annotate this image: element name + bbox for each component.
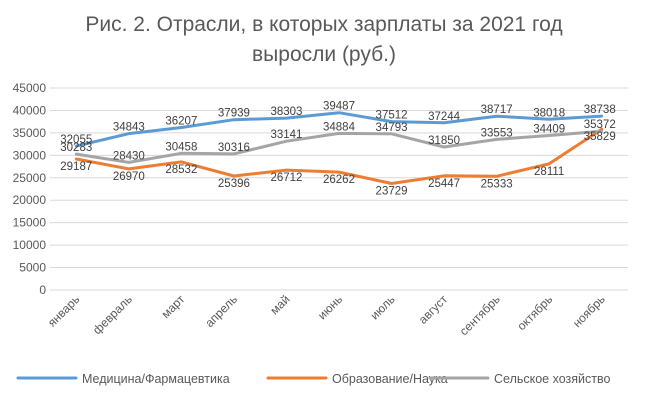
data-label: 30283 [60, 142, 92, 154]
y-tick-label: 40000 [13, 103, 47, 117]
data-label: 34409 [533, 124, 565, 136]
legend-label: Медицина/Фармацевтика [82, 372, 230, 386]
data-label: 38018 [533, 107, 565, 119]
data-label: 34843 [113, 122, 145, 134]
x-tick-label: май [267, 292, 292, 317]
data-label: 36207 [165, 115, 197, 127]
x-tick-label: ноябрь [570, 292, 608, 330]
y-tick-label: 30000 [13, 148, 47, 162]
legend-label: Сельское хозяйство [494, 372, 610, 386]
data-label: 32055 [60, 134, 92, 146]
data-label: 28532 [165, 164, 197, 176]
y-tick-label: 5000 [19, 261, 46, 275]
data-label: 26712 [270, 172, 302, 184]
data-label: 37939 [218, 108, 250, 120]
data-label: 30316 [218, 142, 250, 154]
data-label: 26262 [323, 174, 355, 186]
data-label: 33553 [481, 127, 513, 139]
data-label: 37244 [428, 111, 461, 123]
data-label: 25333 [481, 178, 513, 190]
x-tick-label: август [416, 292, 451, 327]
x-tick-label: октябрь [514, 292, 555, 333]
chart-title-line-2: выросли (руб.) [252, 43, 396, 66]
data-label: 26970 [113, 171, 145, 183]
data-label: 38303 [270, 106, 302, 118]
x-tick-label: апрель [202, 292, 240, 330]
data-label: 35829 [584, 131, 616, 143]
data-label: 25447 [428, 178, 460, 190]
data-label: 30458 [165, 141, 197, 153]
data-label: 28111 [534, 166, 564, 178]
chart-title: Рис. 2. Отрасли, в которых зарплаты за 2… [0, 10, 648, 70]
data-label: 38717 [481, 104, 513, 116]
data-label: 25396 [218, 178, 250, 190]
x-tick-label: февраль [90, 292, 135, 337]
data-label: 39487 [323, 101, 355, 113]
series-line-2 [74, 127, 604, 185]
legend-label: Образование/Наука [332, 372, 448, 386]
x-tick-label: январь [45, 292, 82, 329]
y-tick-label: 35000 [13, 126, 47, 140]
y-tick-label: 15000 [13, 216, 47, 230]
data-label: 34793 [376, 122, 408, 134]
data-label: 34884 [323, 121, 356, 133]
y-tick-label: 45000 [13, 81, 47, 95]
data-label: 37512 [376, 110, 408, 122]
data-label: 29187 [60, 161, 92, 173]
series-line-3 [74, 129, 604, 164]
data-label: 35372 [584, 119, 616, 131]
x-tick-label: март [159, 292, 188, 321]
data-label: 38738 [584, 104, 616, 116]
data-label: 31850 [428, 135, 460, 147]
y-tick-label: 20000 [13, 193, 47, 207]
data-label: 33141 [270, 129, 302, 141]
y-tick-label: 10000 [13, 238, 47, 252]
data-label: 28430 [113, 150, 145, 162]
chart-title-line-1: Рис. 2. Отрасли, в которых зарплаты за 2… [85, 13, 563, 36]
x-tick-label: июнь [315, 292, 345, 322]
series-line-1 [74, 111, 604, 148]
y-tick-label: 25000 [13, 171, 47, 185]
x-tick-label: сентябрь [457, 292, 503, 338]
y-tick-label: 0 [39, 283, 46, 297]
data-label: 23729 [376, 185, 408, 197]
x-tick-label: июль [367, 292, 397, 322]
